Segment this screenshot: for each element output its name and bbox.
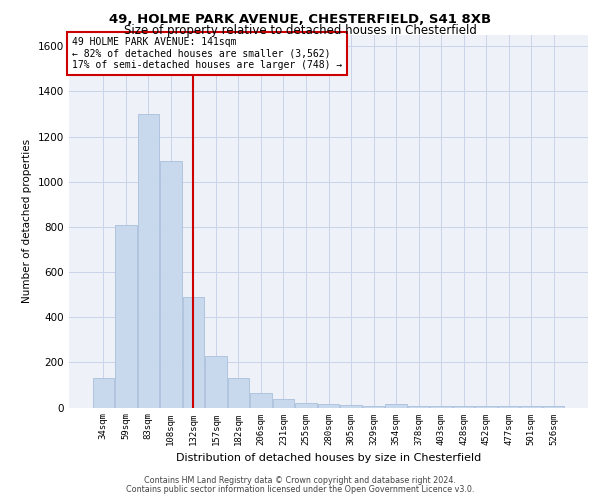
Text: Size of property relative to detached houses in Chesterfield: Size of property relative to detached ho… bbox=[124, 24, 476, 37]
Bar bbox=[182, 297, 204, 408]
Bar bbox=[475, 406, 497, 408]
Bar bbox=[205, 356, 227, 408]
Text: Contains public sector information licensed under the Open Government Licence v3: Contains public sector information licen… bbox=[126, 485, 474, 494]
Bar bbox=[273, 399, 294, 407]
Bar bbox=[160, 162, 182, 408]
Bar bbox=[520, 406, 542, 408]
Bar bbox=[340, 405, 362, 407]
Bar bbox=[363, 406, 384, 408]
Bar bbox=[498, 406, 520, 408]
Bar bbox=[295, 402, 317, 407]
Bar bbox=[92, 378, 114, 408]
Bar bbox=[453, 406, 475, 408]
Text: 49 HOLME PARK AVENUE: 141sqm
← 82% of detached houses are smaller (3,562)
17% of: 49 HOLME PARK AVENUE: 141sqm ← 82% of de… bbox=[71, 37, 342, 70]
Y-axis label: Number of detached properties: Number of detached properties bbox=[22, 139, 32, 304]
Bar bbox=[250, 393, 272, 407]
Text: 49, HOLME PARK AVENUE, CHESTERFIELD, S41 8XB: 49, HOLME PARK AVENUE, CHESTERFIELD, S41… bbox=[109, 13, 491, 26]
Bar bbox=[408, 406, 429, 408]
Bar bbox=[430, 406, 452, 408]
Bar bbox=[318, 404, 339, 407]
Bar bbox=[385, 404, 407, 407]
Bar bbox=[543, 406, 565, 408]
X-axis label: Distribution of detached houses by size in Chesterfield: Distribution of detached houses by size … bbox=[176, 453, 481, 463]
Bar bbox=[137, 114, 159, 408]
Text: Contains HM Land Registry data © Crown copyright and database right 2024.: Contains HM Land Registry data © Crown c… bbox=[144, 476, 456, 485]
Bar bbox=[115, 224, 137, 408]
Bar bbox=[228, 378, 249, 408]
